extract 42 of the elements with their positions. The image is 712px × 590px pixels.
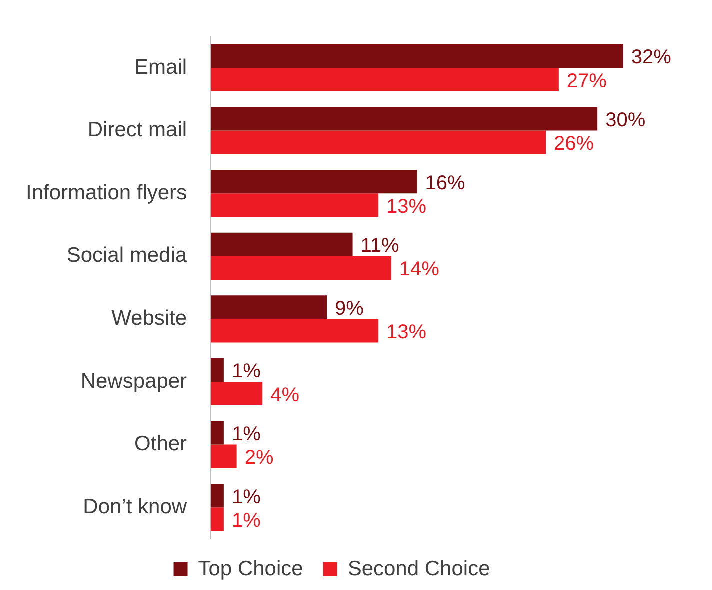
data-label: 14% [399,258,440,281]
y-tick-label: Direct mail [88,118,188,142]
data-label: 2% [244,447,274,470]
y-tick-label: Newspaper [80,370,188,393]
y-tick-label: Email [134,56,188,79]
data-label: 11% [360,235,400,258]
data-label: 30% [606,110,646,132]
data-label: 16% [425,172,466,194]
data-label: 1% [232,510,262,532]
data-label: 32% [631,46,672,69]
bar [211,256,392,280]
data-label: 4% [270,384,300,406]
y-tick-label: Other [134,432,188,456]
bar [211,444,237,468]
y-tick-label: Website [112,306,188,330]
bar [211,232,353,256]
bar [211,44,624,68]
y-tick-label: Information flyers [26,181,188,204]
bar [211,296,328,320]
bar [211,319,379,343]
bar [211,130,546,154]
bar [211,170,418,194]
bar [211,107,598,131]
y-tick-label: Don’t know [83,495,188,518]
legend-label: Second Choice [348,557,490,580]
bar [211,382,263,406]
bar [211,508,224,532]
data-label: 1% [232,360,262,383]
data-label: 1% [232,424,262,446]
y-tick-label: Social media [66,244,188,268]
bar [211,358,224,382]
bar [211,68,559,92]
bar [211,484,224,508]
data-label: 13% [386,321,427,344]
data-label: 26% [554,133,594,156]
data-label: 13% [386,196,427,218]
data-label: 27% [566,70,608,92]
data-label: 9% [335,298,364,320]
bar [211,421,224,445]
bar [211,194,379,218]
data-label: 1% [232,486,262,508]
legend-label: Top Choice [198,557,304,580]
